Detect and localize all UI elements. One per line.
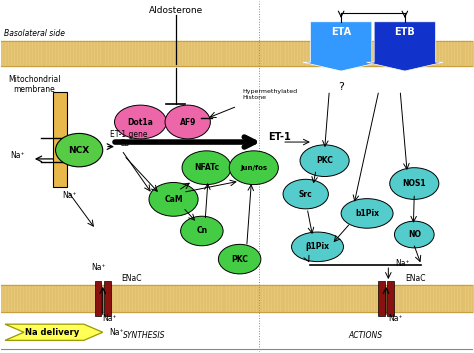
Text: Mitochondrial
membrane: Mitochondrial membrane	[8, 74, 61, 94]
Text: Cn: Cn	[196, 227, 208, 235]
Ellipse shape	[219, 244, 261, 274]
Text: ACTIONS: ACTIONS	[349, 331, 383, 340]
Text: NO: NO	[408, 230, 421, 239]
Text: β1Pix: β1Pix	[306, 242, 329, 251]
Text: Basolateral side: Basolateral side	[4, 29, 64, 38]
Text: NCX: NCX	[69, 146, 90, 155]
Polygon shape	[366, 22, 443, 71]
Text: ETA: ETA	[331, 27, 351, 37]
Text: AF9: AF9	[180, 118, 196, 126]
Text: Hypermethylated
Histone: Hypermethylated Histone	[242, 89, 297, 100]
Text: ET-1: ET-1	[268, 132, 291, 142]
Text: Jun/fos: Jun/fos	[240, 165, 267, 171]
Text: Src: Src	[299, 190, 312, 199]
Text: Na⁺: Na⁺	[388, 314, 403, 323]
Text: Na delivery: Na delivery	[25, 328, 79, 337]
Text: ET-1 gene: ET-1 gene	[110, 130, 147, 139]
Bar	[95, 281, 101, 316]
Text: PKC: PKC	[316, 156, 333, 165]
Ellipse shape	[115, 105, 166, 139]
Ellipse shape	[165, 105, 210, 139]
Text: ENaC: ENaC	[122, 274, 142, 283]
Bar	[53, 92, 67, 187]
Text: SYNTHESIS: SYNTHESIS	[123, 331, 165, 340]
Text: Na⁺: Na⁺	[395, 259, 410, 268]
Text: NFATc: NFATc	[194, 163, 219, 172]
Ellipse shape	[182, 151, 231, 185]
Polygon shape	[303, 22, 380, 71]
Ellipse shape	[149, 183, 198, 216]
Text: Dot1a: Dot1a	[128, 118, 154, 126]
Text: Aldosterone: Aldosterone	[149, 6, 203, 15]
Text: NOS1: NOS1	[402, 179, 426, 188]
Text: b1Pix: b1Pix	[355, 209, 379, 218]
Ellipse shape	[390, 168, 439, 199]
Ellipse shape	[394, 221, 434, 248]
Text: Na⁺: Na⁺	[91, 263, 106, 272]
Text: ?: ?	[338, 82, 344, 92]
Ellipse shape	[292, 232, 344, 262]
Text: Ca²⁺: Ca²⁺	[119, 139, 137, 148]
Text: CaM: CaM	[164, 195, 183, 204]
Ellipse shape	[283, 179, 328, 209]
Ellipse shape	[229, 151, 278, 185]
Bar	[104, 281, 111, 316]
Ellipse shape	[181, 216, 223, 246]
Ellipse shape	[300, 145, 349, 176]
Polygon shape	[5, 324, 103, 340]
Ellipse shape	[55, 133, 103, 167]
Text: Na⁺: Na⁺	[109, 328, 124, 337]
Bar	[387, 281, 394, 316]
Bar	[378, 281, 384, 316]
Text: ENaC: ENaC	[405, 274, 425, 283]
Ellipse shape	[341, 199, 393, 228]
Text: Na⁺: Na⁺	[103, 314, 118, 323]
Text: Na⁺: Na⁺	[63, 191, 77, 199]
Text: ETB: ETB	[394, 27, 415, 37]
Text: Na⁺: Na⁺	[11, 151, 25, 160]
Text: PKC: PKC	[231, 255, 248, 264]
